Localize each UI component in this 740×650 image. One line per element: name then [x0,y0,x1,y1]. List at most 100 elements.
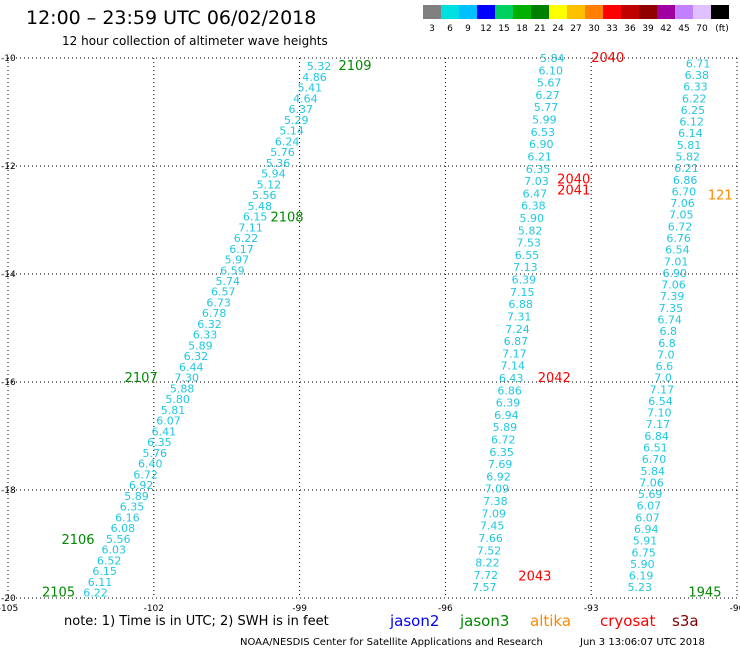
wave-height-value: 6.78 [202,307,227,320]
colorbar-swatch [513,5,531,19]
wave-height-value: 7.72 [474,569,499,582]
wave-height-value: 5.80 [165,393,190,406]
wave-height-value: 6.39 [496,397,521,410]
x-tick-label: -99 [292,604,307,614]
wave-height-value: 5.81 [677,139,702,152]
colorbar-swatch [639,5,657,19]
wave-height-value: 6.41 [152,425,177,438]
colorbar-tick-label: 18 [516,24,528,34]
time-labels: 2109210821072106210520402040204120422043… [42,51,733,601]
wave-height-value: 6.76 [666,232,691,245]
wave-height-value: 6.33 [683,81,708,94]
wave-height-value: 7.09 [485,483,510,496]
chart-subtitle: 12 hour collection of altimeter wave hei… [62,34,328,48]
axes: -105 -102 -99 -96 -93 -90 -10 -12 -14 -16 -18 -20 [0,54,740,614]
legend-item-jason2: jason2 [389,612,439,630]
wave-height-value: 5.99 [532,114,557,127]
colorbar-swatch [423,5,441,19]
wave-height-value: 5.12 [257,178,282,191]
colorbar-swatch [477,5,495,19]
wave-height-value: 6.55 [515,249,540,262]
wave-height-value: 7.11 [238,221,263,234]
x-tick-label: -93 [584,604,599,614]
wave-height-value: 5.89 [188,339,213,352]
wave-height-value: 6.40 [138,458,163,471]
wave-height-value: 5.76 [143,447,168,460]
wave-height-value: 6.92 [486,470,511,483]
colorbar-tick-label: 45 [678,24,689,34]
wave-height-value: 6.37 [289,103,314,116]
wave-height-value: 5.41 [298,82,323,95]
wave-height-value: 6.38 [521,200,546,213]
wave-height-value: 6.22 [682,92,707,105]
wave-height-value: 5.69 [638,488,663,501]
colorbar-legend: 3 6 9 12 15 18 21 24 27 30 33 36 39 42 45 70 (ft) [423,5,729,34]
wave-height-value: 7.01 [664,255,689,268]
wave-height-value: 6.94 [494,409,519,422]
wave-height-value: 6.57 [211,286,236,299]
colorbar-swatch [657,5,675,19]
wave-height-value: 6.47 [523,187,548,200]
wave-height-value: 7.13 [513,261,538,274]
wave-height-value: 6.22 [83,587,108,600]
wave-height-value: 6.35 [147,436,172,449]
wave-height-value: 7.53 [516,237,541,250]
wave-height-value: 6.92 [129,479,154,492]
time-label: 2105 [42,586,75,601]
time-label: 2109 [338,59,371,74]
wave-height-value: 6.86 [497,384,522,397]
wave-height-value: 6.72 [668,220,693,233]
wave-height-value: 6.14 [678,127,703,140]
wave-height-value: 6.24 [275,135,300,148]
time-label: 2108 [270,210,303,225]
wave-height-value: 6.32 [184,350,209,363]
wave-height-value: 6.70 [642,453,667,466]
wave-height-value: 6.07 [156,415,181,428]
wave-height-value: 7.35 [659,302,684,315]
wave-height-value: 6.71 [686,57,711,70]
wave-height-value: 6.21 [527,150,552,163]
colorbar-tick-label: 6 [447,24,453,34]
wave-height-value: 4.64 [293,92,318,105]
colorbar-swatch [711,5,729,19]
wave-height-value: 6.35 [120,501,145,514]
wave-height-value: 6.39 [512,274,537,287]
wave-height-value: 6.8 [660,325,678,338]
wave-height-value: 6.52 [97,554,122,567]
footer-timestamp: Jun 3 13:06:07 UTC 2018 [579,637,705,648]
wave-height-value: 7.17 [650,383,675,396]
wave-height-value: 5.88 [170,382,195,395]
time-label: 2041 [557,183,590,198]
wave-height-value: 5.67 [537,77,562,90]
wave-height-value: 7.38 [483,495,508,508]
wave-height-value: 6.6 [656,360,674,373]
time-label: 121 [708,189,733,204]
wave-height-values: 5.324.865.414.646.375.295.146.245.765.36… [83,52,710,600]
wave-height-value: 7.31 [507,310,532,323]
wave-height-value: 5.14 [279,125,304,138]
wave-height-value: 6.03 [101,544,126,557]
wave-height-value: 6.07 [637,500,662,513]
colorbar-tick-label: 12 [480,24,491,34]
wave-height-value: 7.09 [482,507,507,520]
wave-height-value: 7.14 [501,360,526,373]
wave-height-value: 7.15 [510,286,535,299]
wave-height-value: 6.32 [197,318,222,331]
wave-height-value: 6.59 [220,264,245,277]
wave-height-value: 6.38 [685,69,710,82]
colorbar-swatch [459,5,477,19]
y-tick-label: -20 [1,594,16,604]
colorbar-swatch [495,5,513,19]
time-label: 1945 [688,586,721,601]
wave-height-value: 6.73 [206,296,231,309]
footer-credit: NOAA/NESDIS Center for Satellite Applica… [240,637,543,648]
wave-height-value: 6.08 [111,522,136,535]
wave-height-value: 6.07 [635,511,660,524]
colorbar-tick-label: (ft) [715,24,729,34]
wave-height-value: 6.19 [629,570,654,583]
x-tick-label: -90 [730,604,740,614]
time-label: 2043 [518,569,551,584]
legend-item-cryosat: cryosat [600,612,655,630]
wave-height-value: 5.32 [307,60,332,73]
wave-height-value: 6.11 [88,576,113,589]
